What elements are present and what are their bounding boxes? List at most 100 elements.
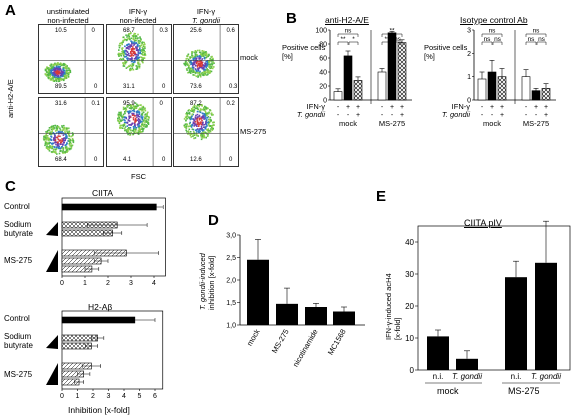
quadrant-value: 0.2 — [226, 101, 235, 107]
flow-event — [59, 132, 61, 134]
flow-event — [133, 43, 136, 45]
flow-event — [122, 41, 124, 43]
c-top-ms275: MS-275 — [4, 256, 33, 265]
flow-event — [124, 60, 126, 63]
b-right-sig-bracket — [525, 41, 537, 45]
flow-event — [127, 34, 129, 37]
flow-event — [203, 131, 205, 134]
flow-event — [63, 72, 65, 75]
flow-event — [54, 62, 56, 65]
flow-event — [132, 63, 135, 65]
flow-event — [130, 105, 132, 107]
flow-event — [125, 49, 127, 52]
flow-event — [65, 136, 67, 138]
flow-event — [196, 116, 198, 119]
flow-event — [194, 116, 197, 119]
flow-event — [137, 40, 140, 42]
flow-event — [134, 60, 136, 62]
d-ytick-label: 2,0 — [226, 278, 236, 285]
flow-event — [192, 67, 194, 70]
flow-event — [128, 128, 130, 131]
flow-event — [121, 117, 124, 119]
flow-event — [136, 67, 139, 70]
flow-event — [58, 71, 61, 73]
flow-event — [188, 131, 190, 133]
flow-event — [69, 144, 72, 147]
flow-event — [63, 78, 65, 80]
flow-event — [191, 68, 193, 70]
flow-event — [49, 75, 52, 77]
flow-event — [186, 131, 188, 133]
flow-event — [141, 57, 144, 59]
col-header-3-line2: T. gondii — [191, 16, 221, 25]
flow-event — [195, 118, 197, 120]
col-header-1-line1: unstimulated — [46, 7, 90, 16]
flow-event — [66, 66, 68, 69]
flow-event — [138, 113, 141, 115]
flow-event — [208, 125, 211, 127]
flow-event — [199, 121, 202, 123]
flow-event — [120, 111, 122, 114]
flow-event — [135, 39, 137, 42]
flow-event — [201, 122, 204, 125]
flow-event — [197, 128, 199, 130]
flow-event — [137, 123, 139, 125]
flow-event — [132, 54, 135, 57]
b-right-sig-label-top: ns — [533, 28, 541, 35]
flow-plot-density — [174, 25, 238, 93]
flow-event — [189, 56, 191, 58]
flow-event — [193, 125, 195, 127]
flow-event — [201, 134, 203, 136]
flow-event — [62, 143, 64, 145]
flow-event — [211, 63, 214, 66]
flow-event — [194, 55, 197, 57]
flow-event — [58, 80, 61, 82]
flow-event — [51, 147, 53, 150]
b-right-sig-bracket — [536, 41, 547, 45]
flow-event — [203, 67, 205, 70]
flow-event — [139, 104, 141, 106]
flow-event — [48, 68, 50, 70]
flow-event — [186, 69, 188, 71]
flow-event — [210, 63, 212, 66]
panel-a-ylabel: anti-H2-A/E — [6, 79, 15, 118]
flow-event — [64, 67, 67, 70]
flow-event — [205, 123, 208, 126]
flow-event — [141, 121, 143, 123]
flow-event — [121, 53, 123, 55]
flow-event — [195, 64, 197, 67]
flow-event — [188, 109, 190, 111]
c-bottom-ms275: MS-275 — [4, 370, 33, 379]
flow-event — [183, 62, 185, 65]
flow-event — [142, 61, 144, 64]
col-header-3-line1: IFN-γ — [196, 7, 216, 16]
flow-event — [139, 129, 141, 131]
c-bottom-frame — [61, 310, 164, 390]
flow-event — [188, 71, 190, 74]
flow-event — [144, 107, 146, 110]
flow-event — [203, 136, 205, 139]
flow-event — [211, 113, 214, 116]
flow-event — [62, 149, 64, 151]
flow-event — [118, 44, 121, 47]
c-top-bar — [61, 265, 93, 273]
flow-event — [201, 50, 204, 52]
flow-event — [211, 55, 213, 58]
flow-event — [56, 128, 58, 131]
flow-event — [134, 126, 136, 128]
flow-event — [137, 54, 139, 57]
flow-event — [188, 60, 190, 62]
flow-event — [130, 49, 133, 52]
flow-event — [206, 63, 209, 66]
flow-event — [65, 71, 68, 73]
flow-event — [193, 119, 196, 122]
flow-event — [56, 70, 58, 73]
flow-event — [123, 38, 126, 40]
flow-event — [51, 76, 54, 78]
flow-event — [60, 147, 62, 149]
flow-event — [119, 54, 121, 56]
flow-event — [59, 129, 62, 131]
flow-event — [185, 127, 188, 130]
flow-event — [191, 66, 194, 68]
flow-event — [63, 69, 66, 72]
